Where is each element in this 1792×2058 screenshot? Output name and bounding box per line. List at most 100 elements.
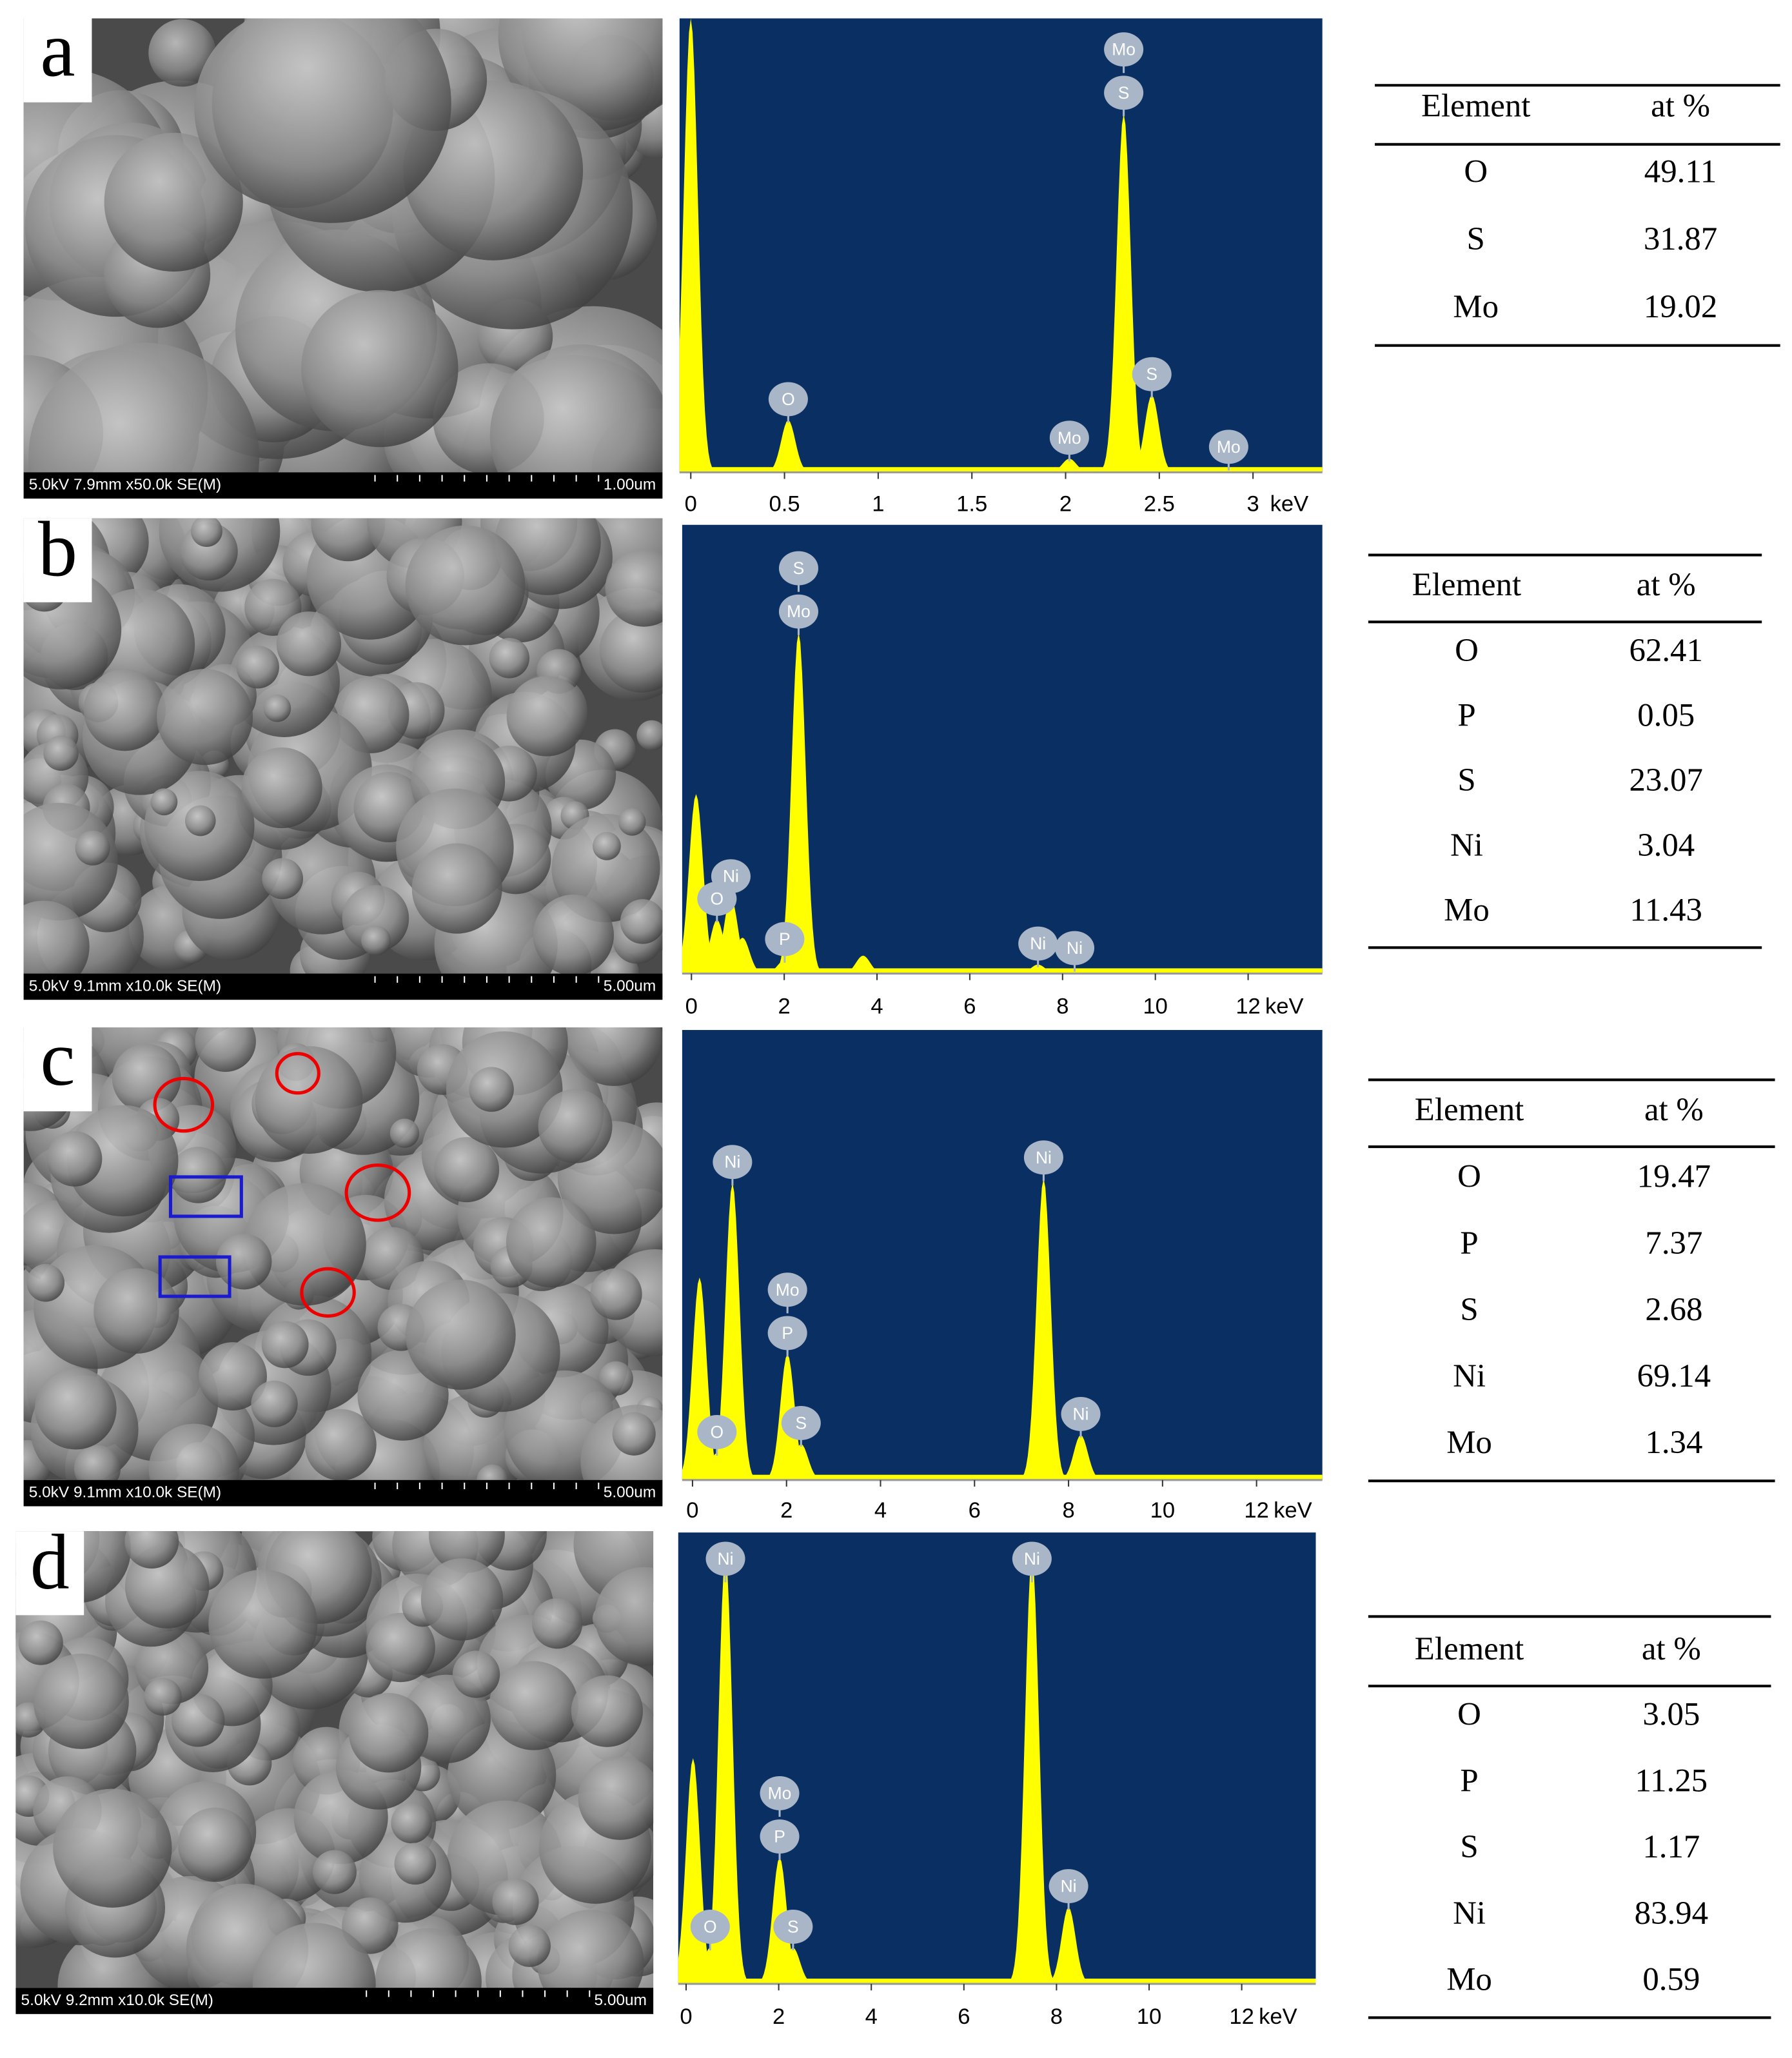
spectrum-baseline bbox=[679, 467, 1323, 473]
spectrum-peak bbox=[1013, 964, 1063, 974]
x-axis-unit: keV bbox=[1274, 1498, 1312, 1523]
x-tick-label: 6 bbox=[963, 994, 976, 1019]
sem-grain bbox=[420, 1558, 504, 1641]
sem-grain bbox=[394, 1843, 437, 1885]
highlight-circle bbox=[275, 1052, 320, 1095]
x-tick-label: 10 bbox=[1143, 994, 1167, 1019]
peak-label: Mo bbox=[1217, 437, 1241, 457]
sem-grain bbox=[148, 1423, 240, 1480]
panel-label: b bbox=[38, 506, 77, 593]
table-cell: O bbox=[1455, 633, 1479, 669]
table-header: at % bbox=[1637, 567, 1696, 603]
sem-grain bbox=[620, 899, 663, 944]
table-cell: 49.11 bbox=[1644, 153, 1717, 190]
table-cell: S bbox=[1460, 1292, 1478, 1328]
sem-image bbox=[23, 1027, 663, 1480]
peak-label: S bbox=[795, 1413, 807, 1432]
table-cell: 83.94 bbox=[1635, 1895, 1708, 1932]
table-cell: 2.68 bbox=[1645, 1292, 1702, 1328]
x-tick-label: 4 bbox=[865, 2004, 878, 2029]
table-cell: O bbox=[1457, 1159, 1481, 1195]
peak-label: Mo bbox=[1058, 428, 1081, 448]
table-cell: 62.41 bbox=[1629, 633, 1702, 669]
sem-grain bbox=[208, 1569, 318, 1679]
panel-label: a bbox=[40, 6, 75, 94]
sem-grain bbox=[26, 1263, 65, 1302]
sem-grain bbox=[423, 1393, 529, 1480]
peak-label-badge bbox=[713, 1145, 753, 1180]
x-tick-label: 8 bbox=[1056, 994, 1068, 1019]
x-tick-label: 6 bbox=[958, 2004, 970, 2029]
sem-grain bbox=[489, 638, 530, 678]
peak-label: S bbox=[1146, 364, 1157, 384]
peak-label: P bbox=[779, 929, 791, 949]
peak-label: Mo bbox=[776, 1280, 800, 1300]
spectrum-background bbox=[682, 1030, 1323, 1480]
sem-grain bbox=[469, 1067, 514, 1112]
spectrum-peak bbox=[1127, 395, 1177, 473]
sem-grain bbox=[348, 1693, 429, 1773]
x-tick-label: 1.5 bbox=[956, 491, 987, 516]
peak-label: Ni bbox=[1067, 938, 1083, 958]
sem-grain bbox=[492, 1878, 539, 1925]
peak-label-badge bbox=[1012, 1541, 1052, 1576]
panel-label-box bbox=[15, 1531, 84, 1616]
peak-label: Ni bbox=[1030, 934, 1046, 953]
sem-grain bbox=[406, 1280, 516, 1390]
sem-grain bbox=[636, 720, 663, 751]
sem-grain bbox=[144, 1677, 182, 1716]
spectrum-peak bbox=[1019, 1178, 1068, 1479]
peak-label-badge bbox=[765, 922, 805, 956]
sem-grain bbox=[311, 518, 386, 562]
spectrum-peak bbox=[1044, 459, 1094, 473]
x-tick-label: 12 bbox=[1236, 994, 1260, 1019]
x-tick-label: 2 bbox=[773, 2004, 785, 2029]
x-tick-label: 12 bbox=[1244, 1498, 1268, 1523]
spectrum-peak bbox=[776, 1444, 826, 1480]
sem-grain bbox=[361, 925, 391, 956]
panel-label-box bbox=[23, 518, 92, 602]
x-tick-label: 0 bbox=[680, 2004, 692, 2029]
sem-grain bbox=[506, 1197, 596, 1288]
sem-grain bbox=[184, 805, 216, 836]
x-tick-label: 2 bbox=[1059, 491, 1072, 516]
spectrum-peak bbox=[718, 937, 767, 974]
sem-info-bar bbox=[15, 1988, 654, 2014]
sem-grain bbox=[236, 646, 279, 689]
x-tick-label: 2 bbox=[780, 1498, 793, 1523]
peak-label-badge bbox=[767, 1316, 807, 1351]
table-cell: S bbox=[1457, 762, 1475, 798]
table-cell: Mo bbox=[1444, 893, 1490, 929]
peak-label-badge bbox=[1049, 1869, 1088, 1903]
sem-grain bbox=[276, 611, 342, 677]
sem-grain bbox=[605, 549, 663, 627]
spectrum-peak bbox=[768, 1948, 818, 1984]
peak-label-badge bbox=[705, 1541, 745, 1576]
table-cell: 3.04 bbox=[1637, 827, 1695, 864]
sem-scale: 5.00um bbox=[595, 1992, 647, 2009]
sem-grain bbox=[261, 1321, 309, 1369]
highlight-circle bbox=[300, 1267, 356, 1318]
spectrum-peak bbox=[682, 794, 721, 973]
peak-label: P bbox=[782, 1323, 793, 1343]
table-cell: Mo bbox=[1446, 1425, 1492, 1461]
sem-grain bbox=[262, 858, 304, 900]
table-cell: Ni bbox=[1453, 1358, 1486, 1394]
sem-grain bbox=[506, 676, 587, 757]
spectrum-peak bbox=[678, 1758, 718, 1984]
sem-grain bbox=[618, 808, 646, 836]
sem-grain bbox=[255, 1046, 363, 1154]
table-header: at % bbox=[1644, 1092, 1704, 1128]
sem-grain bbox=[489, 344, 663, 473]
peak-label: Ni bbox=[1024, 1549, 1040, 1568]
peak-label: O bbox=[711, 1422, 724, 1441]
sem-grain bbox=[537, 1910, 644, 1988]
sem-grain bbox=[598, 1361, 633, 1396]
table-cell: 11.25 bbox=[1635, 1763, 1708, 1799]
table-cell: S bbox=[1460, 1829, 1478, 1865]
spectrum-peak bbox=[1007, 1555, 1057, 1983]
table-cell: 23.07 bbox=[1629, 762, 1702, 798]
x-tick-label: 3 bbox=[1247, 491, 1259, 516]
peak-label-badge bbox=[1208, 430, 1248, 464]
